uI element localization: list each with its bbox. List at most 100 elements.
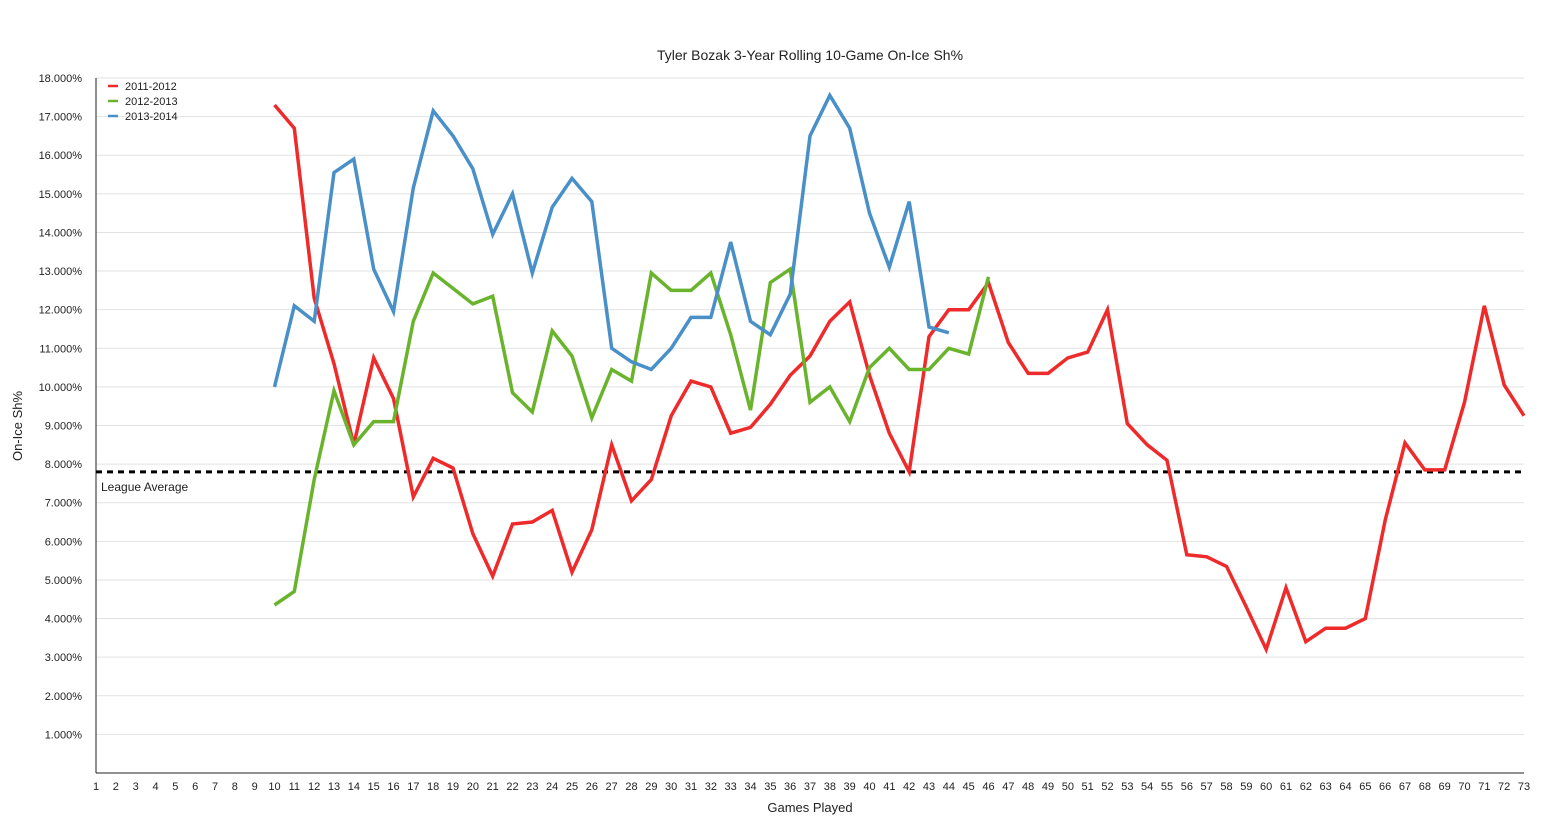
y-tick-label: 14.000% bbox=[39, 227, 83, 239]
x-tick-label: 72 bbox=[1498, 781, 1510, 793]
x-tick-label: 65 bbox=[1359, 781, 1371, 793]
x-tick-label: 43 bbox=[923, 781, 935, 793]
y-tick-label: 18.000% bbox=[39, 73, 83, 85]
x-axis-label: Games Played bbox=[767, 800, 852, 815]
x-tick-label: 66 bbox=[1379, 781, 1391, 793]
x-tick-label: 8 bbox=[232, 781, 238, 793]
x-tick-label: 54 bbox=[1141, 781, 1153, 793]
x-tick-label: 26 bbox=[586, 781, 598, 793]
x-tick-label: 2 bbox=[113, 781, 119, 793]
x-tick-label: 25 bbox=[566, 781, 578, 793]
x-tick-label: 51 bbox=[1082, 781, 1094, 793]
x-tick-label: 24 bbox=[546, 781, 558, 793]
y-tick-label: 11.000% bbox=[39, 343, 82, 355]
x-tick-label: 56 bbox=[1181, 781, 1193, 793]
x-tick-label: 46 bbox=[982, 781, 994, 793]
y-tick-label: 1.000% bbox=[45, 729, 83, 741]
y-tick-label: 10.000% bbox=[39, 382, 83, 394]
x-tick-label: 13 bbox=[328, 781, 340, 793]
x-tick-label: 40 bbox=[863, 781, 875, 793]
x-tick-label: 29 bbox=[645, 781, 657, 793]
x-tick-label: 18 bbox=[427, 781, 439, 793]
x-tick-label: 67 bbox=[1399, 781, 1411, 793]
x-tick-label: 63 bbox=[1320, 781, 1332, 793]
y-tick-label: 17.000% bbox=[39, 112, 83, 124]
x-tick-label: 7 bbox=[212, 781, 218, 793]
x-tick-label: 55 bbox=[1161, 781, 1173, 793]
x-tick-label: 1 bbox=[93, 781, 99, 793]
y-tick-label: 6.000% bbox=[45, 536, 83, 548]
y-tick-label: 16.000% bbox=[39, 150, 83, 162]
x-tick-label: 22 bbox=[506, 781, 518, 793]
legend-label: 2011-2012 bbox=[125, 81, 177, 93]
axes bbox=[95, 78, 1524, 774]
x-tick-label: 69 bbox=[1439, 781, 1451, 793]
x-tick-label: 62 bbox=[1300, 781, 1312, 793]
x-tick-label: 70 bbox=[1458, 781, 1470, 793]
x-tick-label: 49 bbox=[1042, 781, 1054, 793]
y-tick-label: 2.000% bbox=[45, 691, 83, 703]
x-tick-label: 20 bbox=[467, 781, 479, 793]
x-tick-label: 21 bbox=[487, 781, 499, 793]
x-tick-label: 58 bbox=[1220, 781, 1232, 793]
y-tick-label: 13.000% bbox=[39, 266, 83, 278]
x-tick-label: 50 bbox=[1062, 781, 1074, 793]
series-lines bbox=[272, 91, 1526, 655]
x-tick-label: 11 bbox=[289, 781, 300, 793]
y-tick-label: 4.000% bbox=[45, 614, 83, 626]
x-tick-label: 35 bbox=[764, 781, 776, 793]
x-tick-label: 48 bbox=[1022, 781, 1034, 793]
x-tick-label: 61 bbox=[1280, 781, 1292, 793]
x-tick-label: 32 bbox=[705, 781, 717, 793]
x-tick-label: 41 bbox=[883, 781, 895, 793]
x-tick-label: 9 bbox=[252, 781, 258, 793]
x-tick-label: 52 bbox=[1101, 781, 1113, 793]
x-tick-label: 27 bbox=[606, 781, 618, 793]
y-tick-label: 8.000% bbox=[45, 459, 83, 471]
x-tick-label: 14 bbox=[348, 781, 360, 793]
x-tick-label: 12 bbox=[308, 781, 320, 793]
x-tick-label: 4 bbox=[152, 781, 158, 793]
x-tick-label: 39 bbox=[844, 781, 856, 793]
x-tick-label: 42 bbox=[903, 781, 915, 793]
x-tick-label: 6 bbox=[192, 781, 198, 793]
x-tick-label: 64 bbox=[1339, 781, 1351, 793]
x-tick-label: 34 bbox=[744, 781, 756, 793]
y-tick-label: 9.000% bbox=[45, 421, 83, 433]
x-tick-label: 37 bbox=[804, 781, 816, 793]
league-average-label: League Average bbox=[101, 480, 189, 494]
legend: 2011-2012 2012-2013 2013-2014 bbox=[108, 81, 178, 123]
series-line-2013-2014 bbox=[272, 91, 950, 388]
x-tick-label: 15 bbox=[368, 781, 380, 793]
x-tick-label: 47 bbox=[1002, 781, 1014, 793]
y-tick-label: 15.000% bbox=[39, 189, 83, 201]
y-axis-label: On-Ice Sh% bbox=[10, 391, 25, 462]
grid-lines bbox=[96, 77, 1524, 735]
legend-label: 2012-2013 bbox=[125, 96, 178, 108]
y-tick-label: 7.000% bbox=[45, 498, 83, 510]
chart-title: Tyler Bozak 3-Year Rolling 10-Game On-Ic… bbox=[657, 47, 963, 63]
x-tick-label: 23 bbox=[526, 781, 538, 793]
x-tick-label: 60 bbox=[1260, 781, 1272, 793]
x-tick-label: 17 bbox=[407, 781, 419, 793]
series-line-2012-2013 bbox=[273, 266, 991, 607]
x-tick-label: 30 bbox=[665, 781, 677, 793]
x-tick-label: 38 bbox=[824, 781, 836, 793]
x-tick-label: 19 bbox=[447, 781, 459, 793]
x-tick-label: 16 bbox=[387, 781, 399, 793]
x-tick-label: 36 bbox=[784, 781, 796, 793]
series-line-2011-2012 bbox=[273, 103, 1526, 655]
x-tick-label: 3 bbox=[133, 781, 139, 793]
y-tick-label: 12.000% bbox=[39, 305, 83, 317]
y-tick-labels: 1.000% 2.000% 3.000% 4.000% 5.000% 6.000% 7.00… bbox=[39, 73, 83, 741]
x-tick-label: 57 bbox=[1201, 781, 1213, 793]
x-tick-labels: 1 2 3 4 5 6 7 8 9 10 11 12 13 14 15 16 17 18 19 20 21 22 23 24 2… bbox=[93, 781, 1530, 793]
x-tick-label: 5 bbox=[172, 781, 178, 793]
y-tick-label: 3.000% bbox=[45, 652, 83, 664]
x-tick-label: 28 bbox=[625, 781, 637, 793]
x-tick-label: 31 bbox=[685, 781, 697, 793]
x-tick-label: 73 bbox=[1518, 781, 1530, 793]
x-tick-label: 10 bbox=[268, 781, 280, 793]
legend-label: 2013-2014 bbox=[125, 111, 178, 123]
